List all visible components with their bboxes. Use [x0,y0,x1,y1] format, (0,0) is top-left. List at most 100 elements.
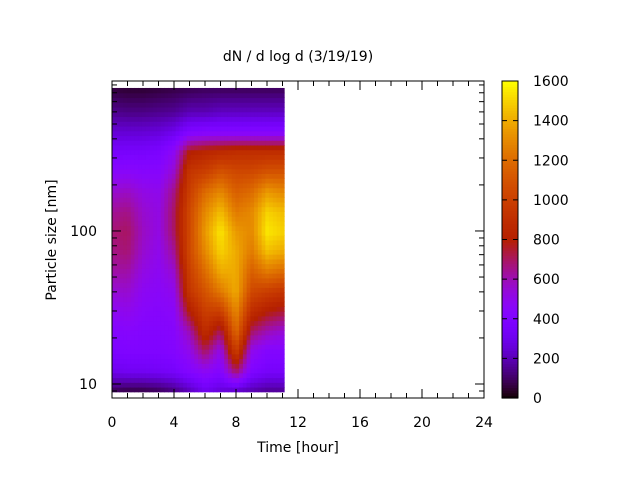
heat-cell [138,192,143,198]
heat-cell [272,344,278,350]
heat-cell [119,173,124,179]
heat-cell [130,106,136,113]
heat-cell [242,216,248,222]
heat-cell [130,244,136,250]
heat-cell [134,349,139,355]
heat-cell [183,258,188,265]
heat-cell [269,325,274,331]
heat-cell [112,201,117,208]
heat-cell [198,225,203,231]
heat-cell [179,220,184,227]
heat-cell [160,106,165,113]
heat-cell [212,382,218,388]
heat-cell [246,116,251,122]
heat-cell [168,382,173,388]
heat-cell [201,368,207,374]
heat-cell [171,97,177,103]
heat-cell [175,292,180,298]
heat-cell [183,182,188,189]
heat-cell [160,292,165,298]
heat-cell [134,163,139,170]
heat-cell [141,315,147,322]
heat-cell [231,339,237,345]
heat-cell [212,182,218,189]
heat-cell [112,268,117,274]
heat-cell [269,315,274,322]
heat-cell [239,144,244,151]
colorbar-swatch [502,91,518,95]
heat-cell [145,178,151,184]
heat-cell [272,135,278,141]
heat-cell [171,225,177,231]
heat-cell [231,372,237,379]
heat-cell [209,140,214,146]
heat-cell [194,230,199,236]
heat-cell [201,339,207,345]
heat-cell [212,235,218,241]
heat-cell [250,296,255,303]
colorbar-swatch [502,376,518,381]
heat-cell [194,363,199,369]
y-axis-label: Particle size [nm] [44,179,60,300]
heat-cell [235,386,240,393]
colorbar-swatch [502,194,518,198]
heat-cell [141,144,147,151]
colorbar-swatch [502,371,518,375]
heat-cell [119,339,124,345]
heat-cell [209,368,214,374]
heat-cell [149,358,154,364]
heat-cell [179,106,184,113]
heat-cell [198,377,203,383]
heat-cell [138,377,143,383]
heat-cell [130,149,136,156]
heat-cell [186,273,192,279]
heat-cell [257,268,263,274]
heat-cell [130,230,136,236]
heat-cell [115,353,121,360]
heat-cell [250,111,255,118]
heat-cell [205,211,210,217]
heat-cell [126,306,132,312]
heat-cell [186,358,192,364]
heat-cell [239,182,244,189]
heat-cell [257,239,263,246]
heat-cell [242,287,248,293]
heat-cell [254,159,259,165]
heat-cell [164,211,169,217]
heat-cell [175,249,180,255]
heat-cell [216,97,222,103]
heat-cell [138,140,143,146]
heat-cell [141,334,147,341]
heat-cell [235,306,240,312]
colorbar-swatch [502,305,518,309]
heat-cell [257,192,263,198]
heat-cell [216,130,222,137]
heat-cell [171,168,177,175]
heat-cell [153,92,158,99]
heat-cell [186,182,192,189]
heat-cell [141,192,147,198]
heat-cell [160,182,165,189]
heat-cell [198,97,203,103]
heat-cell [242,353,248,360]
heat-cell [145,211,151,217]
heat-cell [201,144,207,151]
heat-cell [205,339,210,345]
heat-cell [183,111,188,118]
heat-cell [198,287,203,293]
heat-cell [145,125,151,132]
heat-cell [145,363,151,369]
heat-cell [164,258,169,265]
heat-cell [246,197,251,203]
heat-cell [235,301,240,307]
colorbar-swatch [502,284,518,288]
heat-cell [231,235,237,241]
heat-cell [216,311,222,317]
heat-cell [261,358,266,364]
heat-cell [194,121,199,127]
heat-cell [153,315,158,322]
heat-cell [130,216,136,222]
heat-cell [220,372,225,379]
heat-cell [115,339,121,345]
heat-cell [265,382,270,388]
